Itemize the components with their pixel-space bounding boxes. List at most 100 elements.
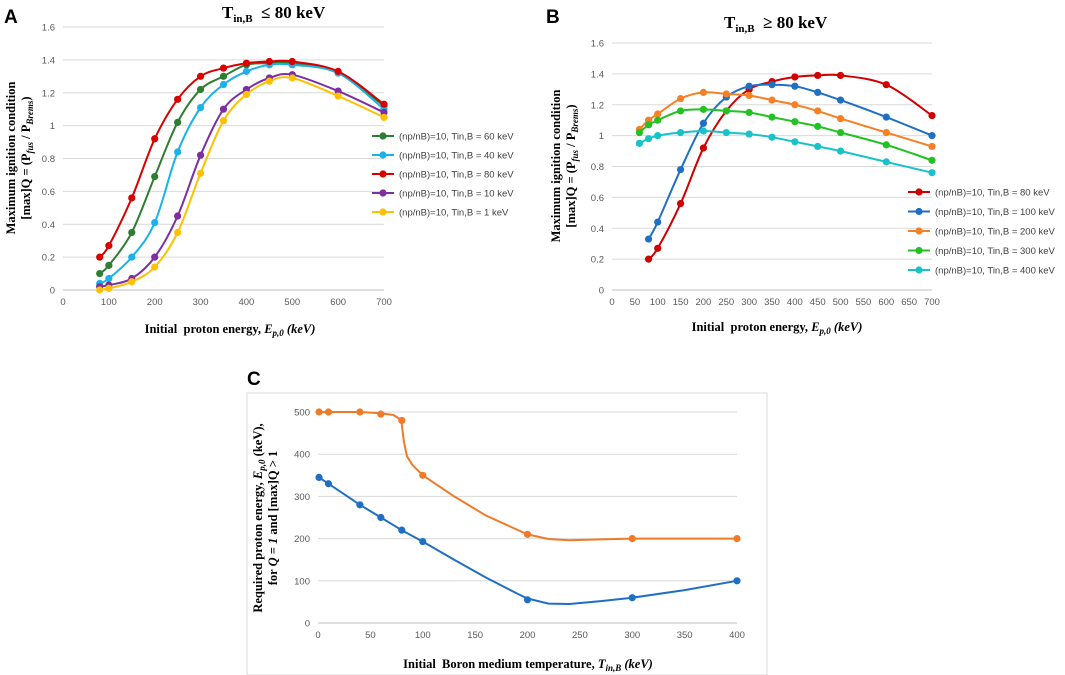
panel-b-data-point: [676, 94, 685, 103]
panel-c-y-axis-label-line1: Required proton energy, Ep,0 (keV),: [251, 423, 267, 612]
panel-a-x-tick-label: 700: [376, 297, 392, 308]
panel-b-data-point: [791, 138, 799, 146]
panel-a-data-point: [174, 228, 182, 237]
panel-a-series-3: [96, 57, 388, 261]
panel-b-legend-marker: [915, 207, 923, 216]
panel-a-data-point: [219, 72, 228, 80]
panel-a-letter: A: [4, 7, 18, 28]
panel-b-data-point: [699, 144, 708, 152]
panel-a-legend-marker: [379, 208, 387, 216]
panel-b-letter: B: [546, 7, 560, 28]
panel-b-data-point: [676, 165, 685, 174]
panel-a-x-tick-label: 0: [60, 297, 65, 308]
panel-c-data-point: [523, 596, 532, 604]
panel-b-data-point: [836, 115, 845, 123]
panel-b-data-point: [676, 128, 685, 137]
panel-c-data-point: [523, 530, 532, 538]
panel-a-data-point: [105, 242, 113, 250]
panel-a-data-point: [174, 118, 182, 126]
panel-b-x-tick-label: 600: [878, 297, 894, 308]
panel-b-data-point: [644, 121, 653, 129]
panel-a-data-point: [151, 263, 159, 271]
panel-c-data-point: [324, 480, 333, 488]
panel-a-legend-label: (np/nB)=10, Tin,B = 80 keV: [399, 170, 514, 181]
panel-b-x-tick-label: 450: [810, 297, 826, 308]
panel-a-x-ticks: 0 100 200 300 400 500 600 700: [60, 297, 392, 308]
panel-b-y-tick-label: 1.4: [591, 69, 604, 80]
panel-b-data-point: [768, 113, 776, 121]
panel-b-data-point: [745, 82, 753, 90]
panel-a-data-point: [105, 284, 113, 292]
panel-a-data-point: [242, 85, 251, 94]
panel-c-data-point: [398, 526, 406, 534]
panel-c: C 0 100 200 300 400 500 0 50 100 150 200 250 300 350…: [246, 369, 768, 675]
panel-a-data-point: [242, 67, 251, 75]
panel-b-y-tick-label: 1.2: [591, 100, 604, 111]
panel-c-y-tick-label: 300: [294, 492, 310, 503]
panel-a-data-point: [219, 105, 228, 113]
panel-b-x-tick-label: 200: [695, 297, 711, 308]
panel-c-y-tick-label: 100: [294, 576, 310, 587]
panel-a-data-point: [334, 87, 342, 95]
panel-a-x-tick-label: 200: [147, 297, 163, 308]
panel-a-legend-marker: [379, 189, 387, 197]
panel-a-y-tick-label: 1.6: [42, 23, 55, 34]
panel-b-data-point: [928, 156, 936, 164]
panel-a-x-axis-label: Initial proton energy, Ep,0 (keV): [145, 322, 316, 338]
panel-a-data-point: [380, 108, 388, 117]
panel-b-data-point: [654, 110, 662, 118]
panel-a-data-point: [219, 64, 228, 72]
panel-c-y-tick-label: 500: [294, 408, 310, 419]
panel-b-data-point: [928, 132, 936, 140]
panel-a-data-point: [380, 113, 388, 122]
panel-b-y-tick-label: 0.6: [591, 193, 604, 204]
panel-a-data-point: [96, 269, 104, 278]
panel-c-x-tick-label: 350: [677, 630, 693, 641]
panel-a-data-point: [196, 72, 205, 80]
panel-b-data-point: [882, 128, 890, 137]
panel-a-data-point: [96, 286, 104, 294]
panel-c-y-tick-label: 400: [294, 450, 310, 461]
panel-b-legend-label: (np/nB)=10, Tin,B = 100 keV: [935, 207, 1056, 218]
panel-a-series-2: [96, 61, 388, 288]
panel-b-x-tick-label: 0: [609, 297, 614, 308]
panel-c-x-tick-label: 50: [365, 630, 376, 641]
panel-a-x-tick-label: 300: [193, 297, 209, 308]
panel-a-y-tick-label: 0.8: [42, 154, 55, 165]
panel-a-data-point: [288, 74, 296, 82]
panel-c-series-line: [318, 476, 738, 605]
panel-b-data-point: [882, 158, 890, 166]
panel-a-data-point: [196, 103, 205, 112]
panel-a-data-point: [151, 135, 159, 143]
panel-c-x-tick-label: 250: [572, 630, 588, 641]
panel-b-data-point: [836, 96, 845, 104]
panel-a-data-point: [219, 117, 228, 125]
panel-b-x-tick-label: 650: [901, 297, 917, 308]
panel-b-legend-marker: [915, 246, 923, 255]
panel-b-y-axis-label-line2: [max]Q = (Pfus / PBrems): [564, 104, 580, 227]
panel-b-x-tick-label: 300: [741, 297, 757, 308]
panel-b-x-tick-label: 700: [924, 297, 940, 308]
panel-a-x-tick-label: 600: [330, 297, 346, 308]
panel-a-x-tick-label: 400: [238, 297, 254, 308]
panel-a-data-point: [174, 212, 182, 220]
panel-a-data-point: [151, 219, 159, 227]
panel-b-data-point: [722, 128, 730, 137]
panel-b-y-tick-label: 0: [599, 286, 604, 297]
panel-b-data-point: [699, 127, 708, 135]
panel-c-y-axis-label-line2: for Q = 1 and [max]Q > 1: [266, 451, 280, 586]
panel-a-data-point: [105, 261, 113, 269]
panel-b-data-point: [928, 142, 936, 151]
panel-c-series-2: [315, 473, 741, 605]
panel-a-data-point: [380, 100, 388, 108]
panel-b-x-tick-label: 250: [718, 297, 734, 308]
panel-b-data-point: [791, 101, 799, 109]
panel-a-legend-marker: [379, 151, 387, 159]
panel-c-x-tick-label: 100: [415, 630, 431, 641]
panel-b-data-point: [654, 244, 662, 252]
panel-a-y-ticks: 0 0.2 0.4 0.6 0.8 1 1.2 1.4 1.6: [42, 23, 55, 297]
panel-a-data-point: [196, 85, 205, 94]
panel-a-series: [96, 57, 388, 294]
panel-b-x-tick-label: 400: [787, 297, 803, 308]
panel-c-x-tick-label: 300: [624, 630, 640, 641]
